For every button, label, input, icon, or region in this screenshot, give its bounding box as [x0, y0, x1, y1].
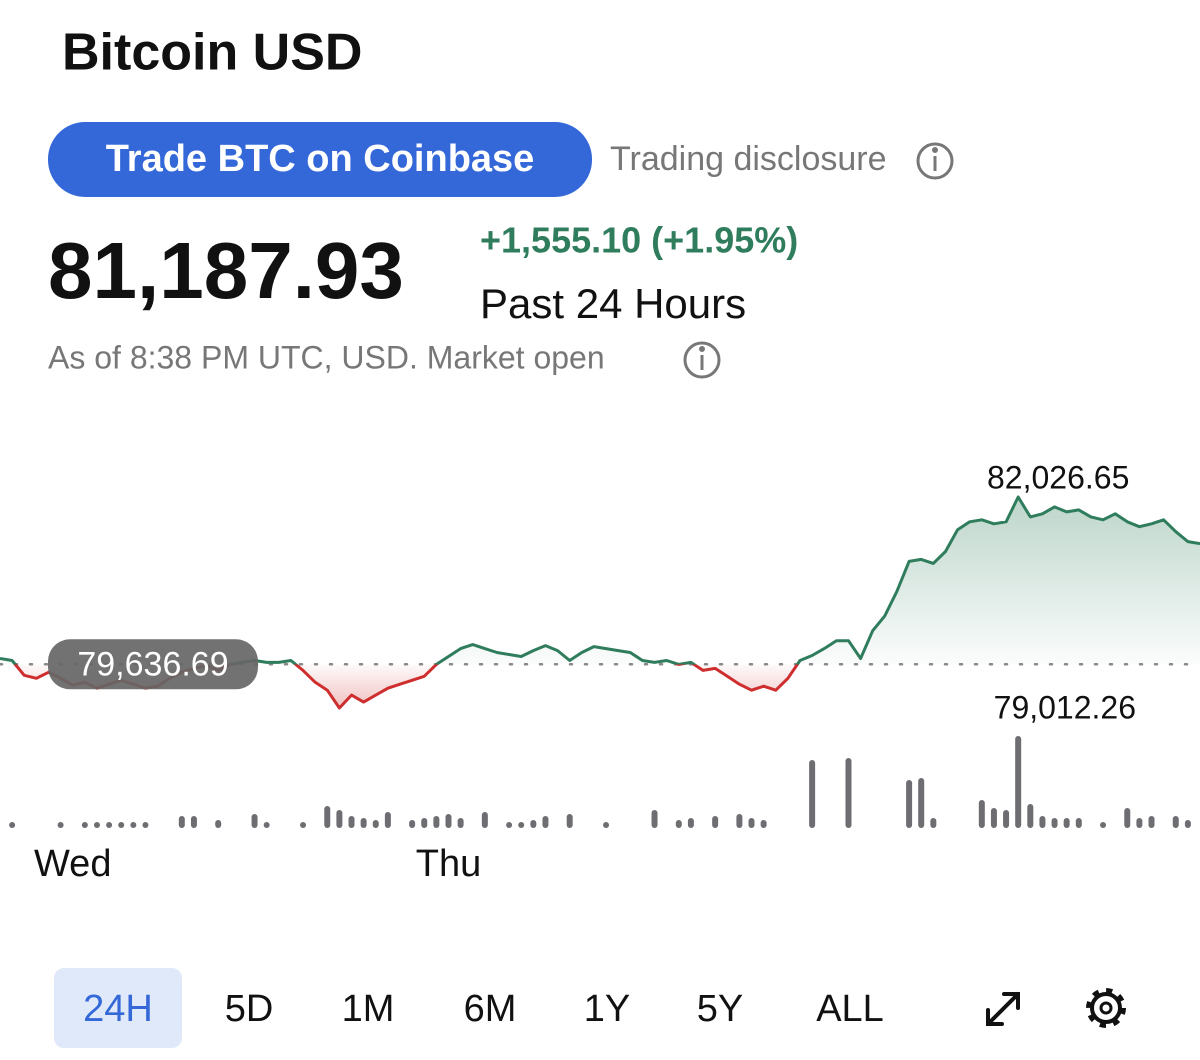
volume-bar	[445, 814, 452, 828]
volume-bar	[1184, 820, 1191, 828]
timeframe-button[interactable]: 5Y	[697, 988, 743, 1030]
volume-bar	[118, 822, 125, 828]
volume-bar	[300, 822, 307, 828]
volume-bar	[651, 810, 658, 828]
timeframe-button[interactable]: ALL	[816, 988, 884, 1030]
x-tick-label: Wed	[34, 843, 111, 885]
volume-bar	[675, 820, 682, 828]
volume-bar	[93, 822, 100, 828]
volume-bar	[990, 808, 997, 828]
volume-bar	[1015, 736, 1022, 828]
volume-bar	[384, 812, 391, 828]
high-label: 82,026.65	[987, 459, 1129, 495]
volume-bar	[190, 816, 197, 828]
volume-bar	[1063, 818, 1070, 828]
disclosure-link[interactable]: Trading disclosure	[610, 140, 887, 178]
previous-close-pill	[48, 639, 258, 690]
volume-bar	[433, 816, 440, 828]
button-bg[interactable]	[48, 122, 592, 197]
volume-bar	[712, 816, 719, 828]
as-of: As of 8:38 PM UTC, USD. Market open	[48, 339, 605, 375]
volume-bar	[348, 816, 355, 828]
info-icon[interactable]	[683, 341, 721, 379]
expand-icon[interactable]	[986, 992, 1020, 1026]
volume-bar	[845, 758, 852, 828]
volume-bar	[1124, 808, 1131, 828]
chart: 79,636.69 82,026.65 79,012.26 Wed Thu	[0, 459, 1200, 885]
volume-bar	[481, 812, 488, 828]
volume-bar	[215, 820, 222, 828]
volume-bar	[809, 760, 816, 828]
timeframe-button[interactable]: 24H	[83, 988, 153, 1030]
volume-bar	[1051, 818, 1058, 828]
volume-bar	[978, 800, 985, 828]
volume-bar	[1100, 822, 1107, 828]
timeframe-button[interactable]: 6M	[464, 988, 517, 1030]
volume-bar	[421, 818, 428, 828]
volume-bar	[760, 820, 767, 828]
volume-bar	[1027, 804, 1034, 828]
volume-bar	[930, 818, 937, 828]
volume-bar	[1075, 818, 1082, 828]
volume-bar	[409, 820, 416, 828]
volume-bar	[9, 822, 16, 828]
volume-bar	[542, 816, 549, 828]
volume-bar	[142, 822, 149, 828]
volume-bar	[1148, 816, 1155, 828]
volume-bar	[336, 810, 343, 828]
x-tick-label: Thu	[416, 843, 481, 885]
volume-bar	[748, 818, 755, 828]
volume-bar	[324, 806, 331, 828]
price-change: +1,555.10 (+1.95%)	[480, 220, 798, 261]
volume-bar	[1039, 816, 1046, 828]
volume-bar	[178, 816, 185, 828]
volume-bar	[1172, 816, 1179, 828]
volume-bar	[1003, 810, 1010, 828]
volume-bar	[518, 822, 525, 828]
timeframe-selected-bg[interactable]	[54, 968, 182, 1048]
volume-bar	[130, 822, 137, 828]
volume-bar	[506, 822, 513, 828]
timeframe-button[interactable]: 1M	[342, 988, 395, 1030]
period: Past 24 Hours	[480, 280, 746, 327]
price: 81,187.93	[48, 226, 404, 315]
volume-bar	[906, 780, 913, 828]
volume-bar	[603, 822, 610, 828]
volume-bar	[566, 814, 573, 828]
price-area	[0, 497, 1200, 708]
info-icon[interactable]	[916, 142, 954, 180]
volume-bar	[530, 820, 537, 828]
button-label[interactable]: Trade BTC on Coinbase	[106, 138, 535, 180]
trade-button[interactable]: Trade BTC on Coinbase	[48, 122, 592, 197]
timeframes: 24H 5D 1M 6M 1Y 5Y ALL	[54, 968, 884, 1048]
volume-bar	[263, 822, 270, 828]
low-label: 79,012.26	[994, 689, 1136, 725]
previous-close-label: 79,636.69	[77, 645, 228, 683]
volume-bar	[687, 818, 694, 828]
volume-bar	[57, 822, 64, 828]
volume-bar	[918, 778, 925, 828]
settings-icon[interactable]	[1086, 988, 1126, 1028]
volume-bar	[106, 822, 113, 828]
volume-bar	[1136, 818, 1143, 828]
volume-bar	[360, 818, 367, 828]
volume-bar	[81, 822, 88, 828]
timeframe-button[interactable]: 5D	[225, 988, 274, 1030]
volume-bar	[372, 820, 379, 828]
volume-bar	[251, 814, 258, 828]
title: Bitcoin USD	[62, 24, 362, 82]
volume-bar	[457, 818, 464, 828]
timeframe-button[interactable]: 1Y	[584, 988, 630, 1030]
volume-bar	[736, 814, 743, 828]
